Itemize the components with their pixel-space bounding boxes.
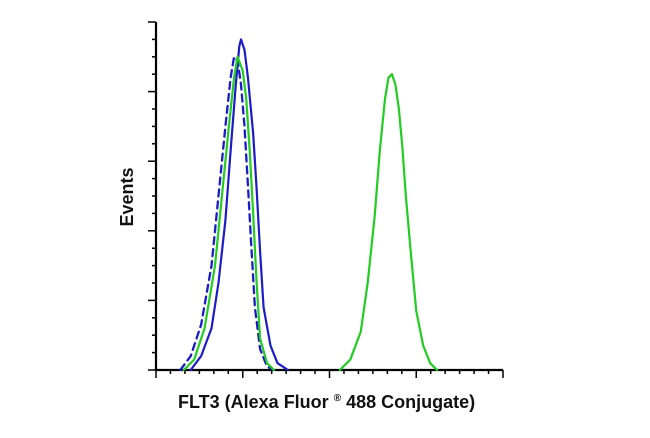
y-axis	[148, 21, 158, 371]
x-axis-label-prefix: FLT3 (Alexa Fluor	[178, 392, 329, 412]
x-ticks	[155, 370, 504, 378]
histogram-series-3	[182, 55, 276, 372]
histogram-series-1	[189, 38, 289, 372]
histogram-series-4	[338, 73, 439, 372]
x-axis-label: FLT3 (Alexa Fluor ® 488 Conjugate)	[178, 385, 475, 412]
series-layer	[179, 38, 439, 372]
y-ticks	[148, 21, 156, 371]
x-axis-label-superscript: ®	[334, 393, 342, 404]
x-axis-label-suffix: 488 Conjugate)	[346, 392, 475, 412]
x-axis	[155, 368, 504, 378]
y-axis-label: Events	[117, 167, 137, 226]
